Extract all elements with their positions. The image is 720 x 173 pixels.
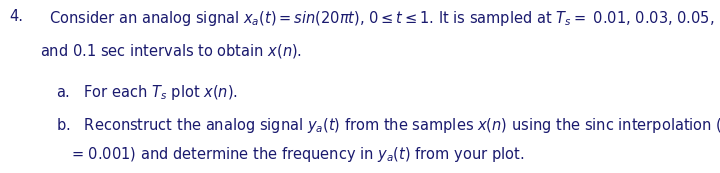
Text: 4.: 4.: [9, 9, 23, 24]
Text: = 0.001) and determine the frequency in $y_a(t)$ from your plot.: = 0.001) and determine the frequency in …: [71, 145, 525, 164]
Text: a.   For each $T_s$ plot $x(n)$.: a. For each $T_s$ plot $x(n)$.: [56, 83, 238, 102]
Text: b.   Reconstruct the analog signal $y_a(t)$ from the samples $x(n)$ using the si: b. Reconstruct the analog signal $y_a(t)…: [56, 116, 720, 135]
Text: Consider an analog signal $x_a(t) = sin(20\pi t)$, $0 \leq t \leq 1$. It is samp: Consider an analog signal $x_a(t) = sin(…: [40, 9, 720, 28]
Text: and 0.1 sec intervals to obtain $x(n)$.: and 0.1 sec intervals to obtain $x(n)$.: [40, 42, 302, 60]
